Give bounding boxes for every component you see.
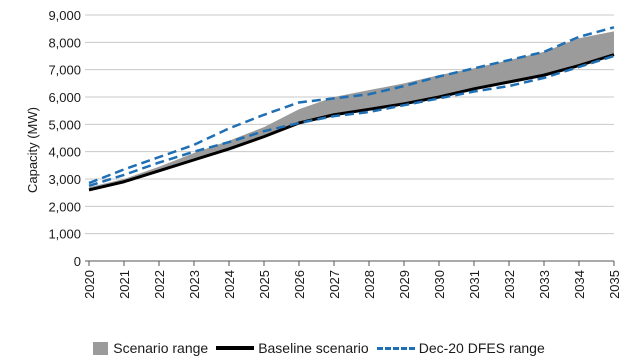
dfes-range-lower-line xyxy=(88,54,615,188)
x-tick-label-15: 2035 xyxy=(607,270,622,299)
y-tick-label-9: 9,000 xyxy=(48,8,81,23)
x-tick-label-6: 2026 xyxy=(292,270,307,299)
legend-label-dfes-range: Dec-20 DFES range xyxy=(418,340,545,356)
x-tick-label-11: 2031 xyxy=(467,270,482,299)
x-tick-label-5: 2025 xyxy=(257,270,272,299)
x-tick-label-7: 2027 xyxy=(327,270,342,299)
legend: Scenario range Baseline scenario Dec-20 … xyxy=(0,338,638,358)
x-tick-label-9: 2029 xyxy=(397,270,412,299)
legend-label-scenario-range: Scenario range xyxy=(113,340,209,356)
y-tick-label-1: 1,000 xyxy=(48,227,81,242)
x-tick-label-2: 2022 xyxy=(152,270,167,299)
y-tick-label-5: 5,000 xyxy=(48,117,81,132)
baseline-scenario-line xyxy=(88,53,615,192)
x-tick-label-8: 2028 xyxy=(362,270,377,299)
y-tick-label-7: 7,000 xyxy=(48,63,81,78)
x-tick-label-14: 2034 xyxy=(572,270,587,299)
legend-item-scenario-range: Scenario range xyxy=(93,340,208,356)
legend-swatch-scenario-range xyxy=(93,341,109,355)
y-axis-tick-labels: 0 1,000 2,000 3,000 4,000 5,000 6,000 7,000 8,00… xyxy=(48,8,81,269)
x-tick-label-13: 2033 xyxy=(537,270,552,299)
x-axis-tick-labels: 2020 2021 2022 2023 2024 2025 2026 2027 2028 2029… xyxy=(82,270,622,299)
y-tick-label-4: 4,000 xyxy=(48,145,81,160)
x-tick-label-12: 2032 xyxy=(502,270,517,299)
y-axis-title: Capacity (MW) xyxy=(25,107,40,193)
legend-swatch-dfes-range xyxy=(376,346,415,350)
y-tick-label-8: 8,000 xyxy=(48,35,81,50)
x-tick-label-4: 2024 xyxy=(222,270,237,299)
x-tick-label-10: 2030 xyxy=(432,270,447,299)
x-tick-label-0: 2020 xyxy=(82,270,97,299)
gridlines xyxy=(85,14,615,266)
legend-item-baseline-scenario: Baseline scenario xyxy=(216,340,369,356)
y-tick-label-0: 0 xyxy=(74,254,81,269)
plot-area xyxy=(88,26,615,192)
legend-swatch-baseline-scenario xyxy=(216,346,255,350)
y-tick-label-3: 3,000 xyxy=(48,172,81,187)
legend-label-baseline-scenario: Baseline scenario xyxy=(258,340,369,356)
x-tick-label-3: 2023 xyxy=(187,270,202,299)
x-tick-label-1: 2021 xyxy=(117,270,132,299)
y-tick-label-2: 2,000 xyxy=(48,199,81,214)
legend-item-dfes-range: Dec-20 DFES range xyxy=(376,340,545,356)
y-tick-label-6: 6,000 xyxy=(48,90,81,105)
